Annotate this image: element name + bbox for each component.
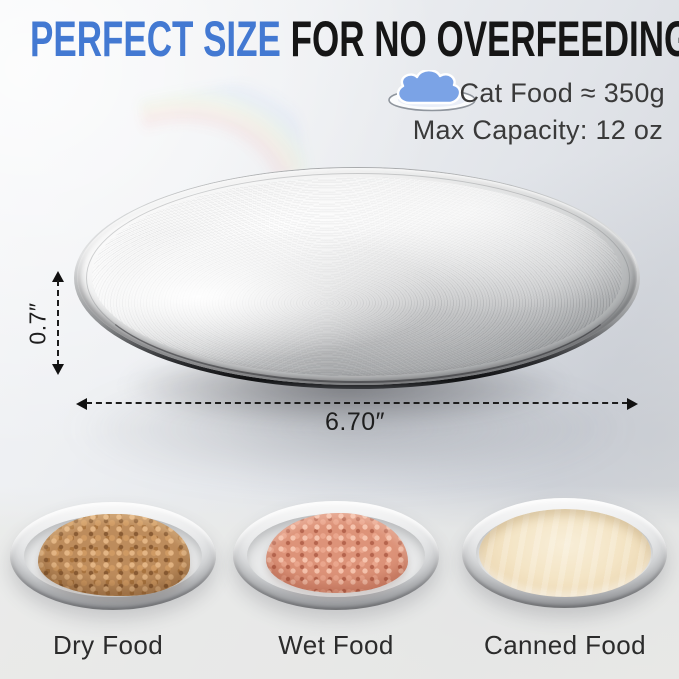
- headline: PERFECT SIZE FOR NO OVERFEEDING: [30, 14, 679, 65]
- diameter-arrow-right: [627, 398, 638, 410]
- diameter-dimension-label: 6.70″: [324, 408, 385, 436]
- main-plate-inner-edge: [86, 173, 630, 383]
- headline-rest: FOR NO OVERFEEDING: [290, 11, 679, 67]
- wet-food-pile: [266, 513, 408, 593]
- dry-food-pile: [38, 514, 190, 596]
- headline-highlight: PERFECT SIZE: [30, 11, 281, 67]
- height-dimension-label: 0.7″: [24, 302, 51, 345]
- max-capacity: Max Capacity: 12 oz: [412, 115, 663, 145]
- cat-food-amount: Cat Food ≈ 350g: [459, 78, 665, 108]
- diameter-arrow-left: [76, 398, 87, 410]
- cloud-portion-icon: [388, 70, 476, 112]
- sample-label-dry: Dry Food: [52, 630, 164, 660]
- diameter-dimension-arrow: [86, 402, 628, 404]
- sample-label-wet: Wet Food: [278, 630, 394, 660]
- sample-label-canned: Canned Food: [484, 630, 646, 660]
- height-dimension-arrow: [57, 280, 59, 366]
- height-arrow-bottom: [52, 364, 64, 375]
- height-arrow-top: [52, 271, 64, 282]
- canned-food-fill: [479, 509, 651, 597]
